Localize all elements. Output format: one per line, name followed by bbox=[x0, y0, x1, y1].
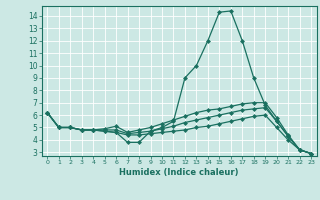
X-axis label: Humidex (Indice chaleur): Humidex (Indice chaleur) bbox=[119, 168, 239, 177]
